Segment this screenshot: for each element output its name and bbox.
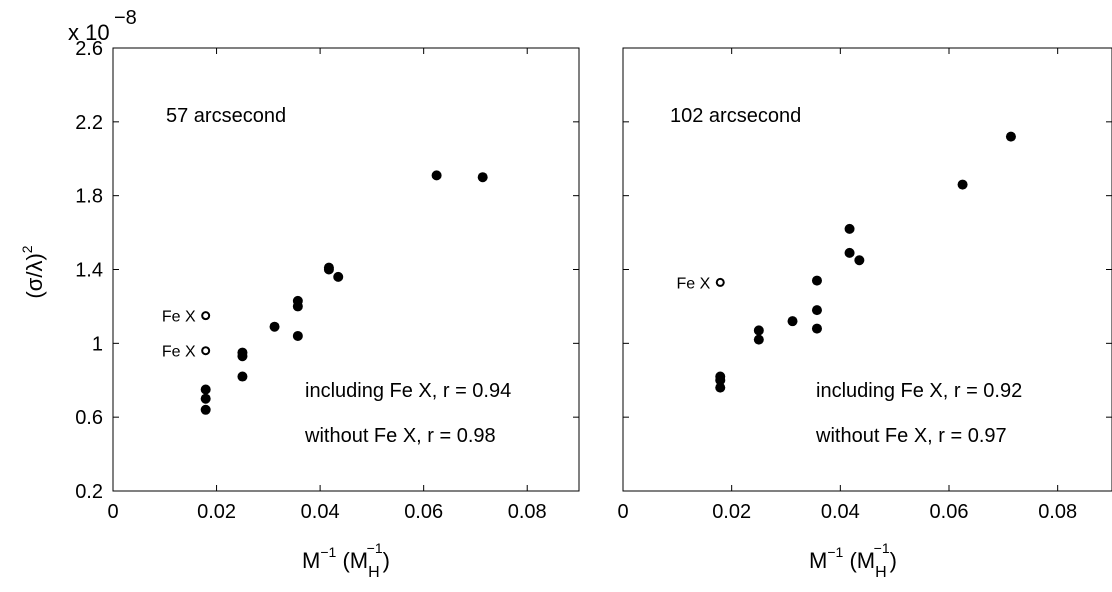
stats-without-right: without Fe X, r = 0.97 — [815, 425, 1007, 447]
data-point — [787, 316, 798, 327]
data-point-fe-x — [201, 346, 211, 356]
stats-without-left: without Fe X, r = 0.98 — [304, 425, 496, 447]
x-tick-label: 0.02 — [197, 501, 236, 523]
x-axis-title-left-open: (M — [336, 548, 368, 573]
x-axis-title-left-close: ) — [383, 548, 390, 573]
data-point — [811, 305, 822, 316]
fe-x-point-label: Fe X — [162, 344, 196, 361]
panel-annotation-right: 102 arcsecond — [670, 105, 801, 127]
stats-including-left: including Fe X, r = 0.94 — [305, 380, 511, 402]
y-tick-label: 1.4 — [75, 260, 103, 282]
data-point — [844, 223, 855, 234]
data-point-fe-x — [201, 311, 211, 321]
x-axis-title-left-sub: H — [368, 564, 380, 581]
svg-text:(σ/λ)2: (σ/λ)2 — [19, 245, 47, 298]
x-tick-label: 0 — [107, 501, 118, 523]
y-axis-title-main: (σ/λ) — [22, 253, 47, 298]
x-axis-title-left: M−1 (MH−1) — [302, 540, 390, 581]
fe-x-point-label: Fe X — [162, 309, 196, 326]
y-scale-base: x 10 — [68, 20, 110, 45]
data-point — [715, 371, 726, 382]
ticks-left: 0 0.02 0.04 0.06 0.08 0.2 0.6 1 1.4 1.8 2.2 2.6 — [75, 38, 579, 523]
x-axis-title-right-m: M — [809, 548, 827, 573]
data-point — [292, 330, 303, 341]
data-point — [1005, 131, 1016, 142]
x-tick-label: 0.02 — [712, 501, 751, 523]
x-axis-title-right-sub: H — [875, 564, 887, 581]
x-tick-label: 0.06 — [930, 501, 969, 523]
x-axis-title-right-sup: −1 — [827, 544, 843, 560]
data-point — [844, 247, 855, 258]
data-point — [292, 295, 303, 306]
x-axis-title-right-close: ) — [890, 548, 897, 573]
points-left: Fe X Fe X — [162, 170, 488, 415]
x-tick-label: 0.06 — [404, 501, 443, 523]
data-point — [237, 371, 248, 382]
y-tick-label: 0.6 — [75, 407, 103, 429]
y-axis-title-sup: 2 — [19, 245, 35, 253]
x-axis-title-right: M−1 (MH−1) — [809, 540, 897, 581]
data-point — [811, 323, 822, 334]
x-axis-title-left-sup: −1 — [320, 544, 336, 560]
y-scale-exponent: −8 — [114, 7, 137, 29]
x-tick-label: 0.04 — [301, 501, 340, 523]
data-point — [715, 382, 726, 393]
y-tick-label: 1 — [92, 333, 103, 355]
x-tick-label: 0.04 — [821, 501, 860, 523]
x-tick-label: 0.08 — [1038, 501, 1077, 523]
data-point — [477, 172, 488, 183]
panel-102-arcsecond: 0 0.02 0.04 0.06 0.08 Fe X 102 arcsecond inc… — [617, 47, 1112, 581]
data-point — [753, 334, 764, 345]
data-point — [200, 393, 211, 404]
data-point — [811, 275, 822, 286]
x-axis-title-right-open: (M — [843, 548, 875, 573]
y-tick-label: 0.2 — [75, 481, 103, 503]
data-point — [957, 179, 968, 190]
x-axis-title-left-sup2: −1 — [367, 540, 383, 556]
data-point — [753, 325, 764, 336]
data-point — [333, 271, 344, 282]
data-point — [431, 170, 442, 181]
ticks-right: 0 0.02 0.04 0.06 0.08 — [617, 47, 1112, 523]
y-axis-title: (σ/λ)2 — [19, 245, 47, 298]
data-point — [269, 321, 280, 332]
panel-annotation-left: 57 arcsecond — [166, 105, 286, 127]
fe-x-point-label: Fe X — [676, 275, 710, 292]
data-point-fe-x — [715, 277, 725, 287]
y-tick-label: 2.2 — [75, 112, 103, 134]
stats-including-right: including Fe X, r = 0.92 — [816, 380, 1022, 402]
x-axis-title-left-m: M — [302, 548, 320, 573]
data-point — [200, 384, 211, 395]
y-tick-label: 2.6 — [75, 38, 103, 60]
data-point — [237, 347, 248, 358]
x-axis-title-right-sup2: −1 — [874, 540, 890, 556]
x-tick-label: 0.08 — [508, 501, 547, 523]
data-point — [200, 404, 211, 415]
points-right: Fe X — [676, 131, 1016, 393]
y-tick-label: 1.8 — [75, 186, 103, 208]
data-point — [854, 255, 865, 266]
x-tick-label: 0 — [617, 501, 628, 523]
panel-57-arcsecond: 0 0.02 0.04 0.06 0.08 0.2 0.6 1 1.4 1.8 2.2 2.6 Fe … — [75, 38, 580, 581]
data-point — [323, 262, 334, 273]
